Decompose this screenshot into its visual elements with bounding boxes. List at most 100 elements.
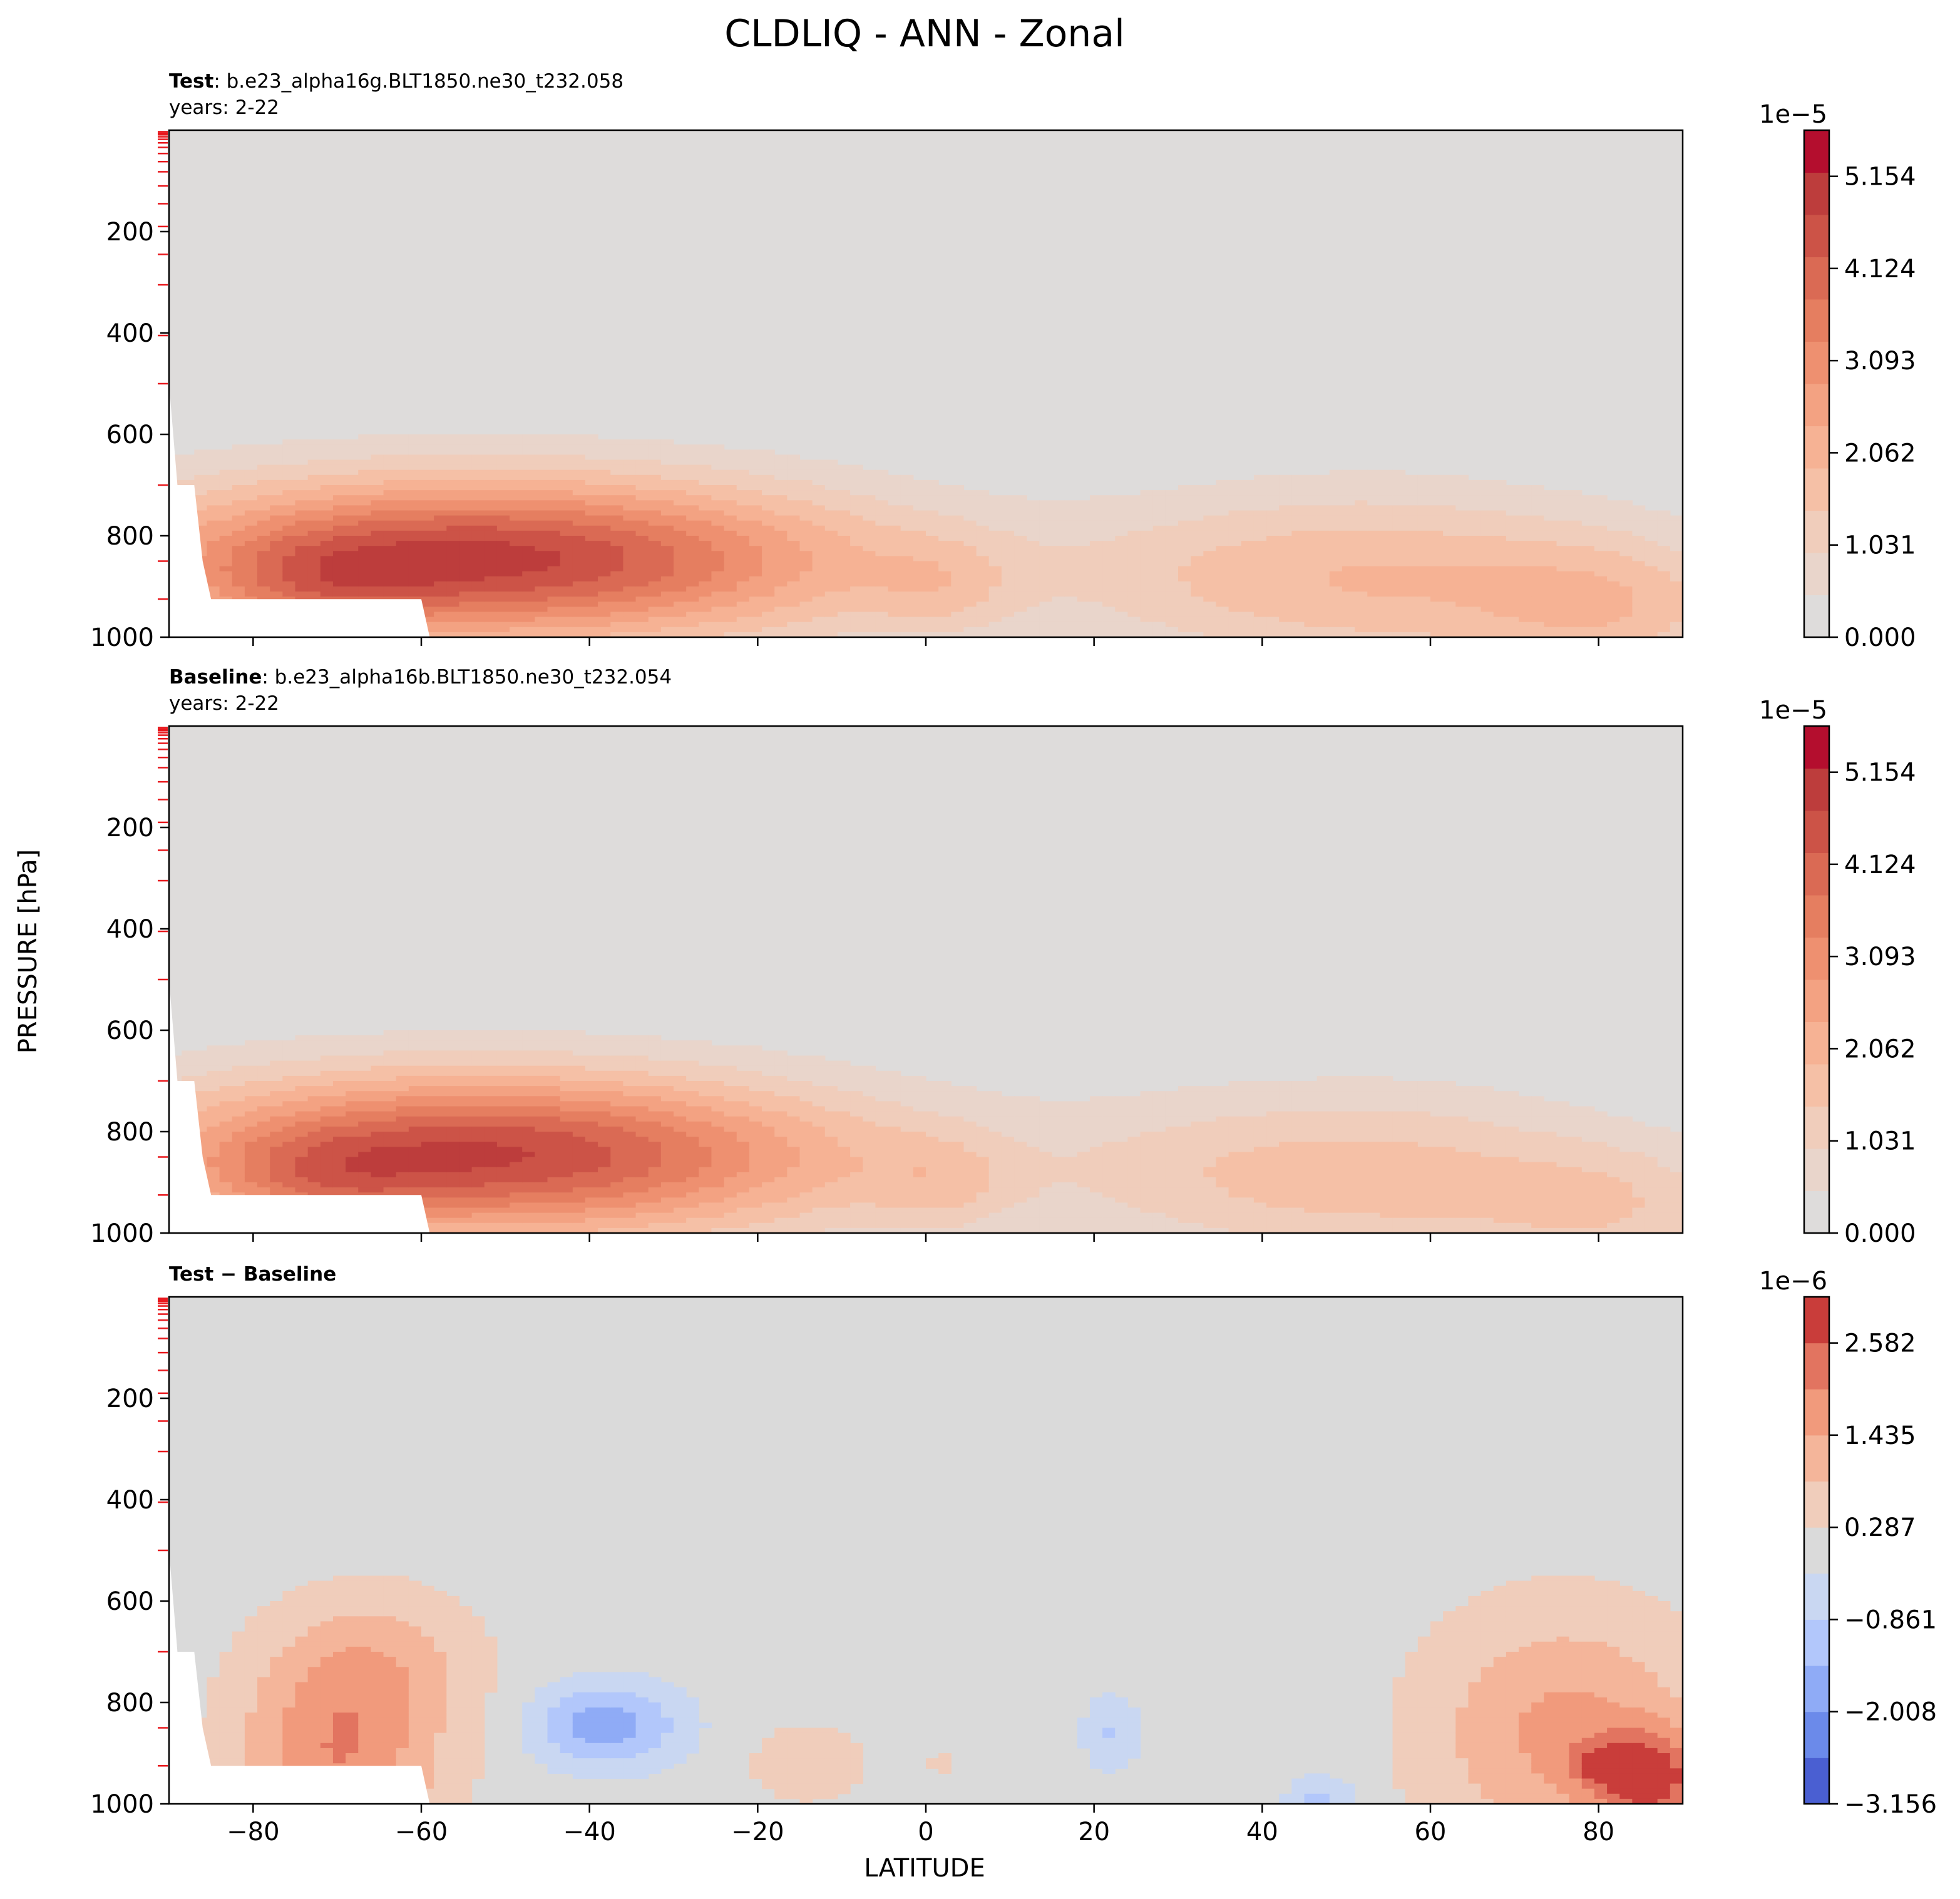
contour-cell <box>383 1187 397 1193</box>
contour-cell <box>219 1065 233 1072</box>
contour-cell <box>736 581 750 587</box>
contour-cell <box>660 515 674 521</box>
contour-cell <box>648 541 662 546</box>
contour-cell <box>585 581 598 587</box>
contour-cell <box>1443 581 1456 587</box>
contour-cell <box>1304 586 1318 592</box>
contour-cell <box>799 576 813 582</box>
contour-cell <box>408 1182 422 1188</box>
contour-cell <box>1253 530 1267 536</box>
contour-cell <box>799 546 813 551</box>
contour-cell <box>774 515 788 521</box>
contour-cell <box>1506 581 1519 587</box>
contour-cell <box>320 1187 334 1193</box>
contour-cell <box>585 591 598 597</box>
contour-cell <box>496 551 510 556</box>
contour-cell <box>585 541 598 546</box>
contour-cell <box>320 536 334 541</box>
contour-cell <box>1443 536 1456 541</box>
contour-cell <box>976 581 990 587</box>
contour-cell <box>572 617 586 623</box>
contour-cell <box>976 586 990 592</box>
contour-cell <box>850 525 863 531</box>
contour-cell <box>699 617 712 623</box>
contour-cell <box>1039 536 1053 541</box>
contour-cell <box>358 1055 371 1062</box>
contour-cell <box>1619 505 1633 511</box>
contour-cell <box>1115 530 1128 536</box>
contour-cell <box>421 530 434 536</box>
contour-cell <box>471 617 485 623</box>
contour-cell <box>648 459 662 466</box>
contour-cell <box>434 586 447 592</box>
contour-cell <box>598 444 611 450</box>
contour-cell <box>1014 495 1027 501</box>
contour-cell <box>1443 617 1456 623</box>
contour-cell <box>346 530 359 536</box>
contour-cell <box>421 591 434 597</box>
contour-cell <box>1544 622 1557 628</box>
contour-cell <box>674 632 687 638</box>
contour-cell <box>875 561 889 567</box>
contour-cell <box>1140 607 1154 613</box>
contour-cell <box>1064 632 1078 638</box>
contour-cell <box>824 459 838 466</box>
contour-cell <box>976 495 990 501</box>
contour-cell <box>471 469 485 476</box>
contour-cell <box>371 505 384 511</box>
contour-cell <box>1241 525 1255 531</box>
contour-cell <box>1644 591 1658 597</box>
contour-cell <box>383 479 397 486</box>
contour-cell <box>963 551 977 556</box>
contour-cell <box>484 505 498 511</box>
contour-cell <box>1443 566 1456 572</box>
contour-cell <box>674 541 687 546</box>
contour-cell <box>623 632 637 638</box>
contour-cell <box>244 1065 258 1072</box>
contour-cell <box>1480 612 1494 618</box>
contour-cell <box>1531 536 1544 541</box>
contour-cell <box>875 541 889 546</box>
contour-cell <box>1304 546 1318 551</box>
contour-cell <box>1455 601 1469 607</box>
contour-cell <box>1355 566 1368 572</box>
contour-cell <box>371 449 384 455</box>
contour-cell <box>194 464 208 471</box>
contour-cell <box>1670 530 1683 536</box>
contour-cell <box>1506 607 1519 613</box>
contour-cell <box>824 622 838 628</box>
contour-cell <box>383 1152 397 1158</box>
contour-cell <box>1253 622 1267 628</box>
contour-cell <box>824 541 838 546</box>
contour-cell <box>496 556 510 562</box>
contour-cell <box>824 536 838 541</box>
contour-cell <box>396 1172 409 1178</box>
contour-cell <box>1140 556 1154 562</box>
contour-cell <box>434 454 447 461</box>
contour-cell <box>1178 510 1191 516</box>
contour-cell <box>774 576 788 582</box>
contour-cell <box>434 510 447 516</box>
contour-cell <box>1329 627 1343 633</box>
contour-cell <box>434 551 447 556</box>
contour-cell <box>913 485 926 491</box>
contour-cell <box>371 1060 384 1067</box>
contour-cell <box>1506 515 1519 521</box>
contour-cell <box>434 1182 447 1188</box>
contour-cell <box>1039 546 1053 551</box>
contour-cell <box>1468 601 1482 607</box>
contour-cell <box>510 434 523 440</box>
contour-cell <box>1216 541 1229 546</box>
contour-cell <box>913 490 926 496</box>
contour-cell <box>762 469 775 476</box>
contour-cell <box>699 541 712 546</box>
contour-cell <box>547 515 561 521</box>
contour-cell <box>1632 520 1646 526</box>
contour-cell <box>358 449 371 455</box>
contour-cell <box>434 546 447 551</box>
contour-cell <box>762 566 775 572</box>
contour-cell <box>560 536 573 541</box>
contour-cell <box>1556 490 1570 496</box>
contour-cell <box>207 479 220 486</box>
contour-cell <box>572 622 586 628</box>
